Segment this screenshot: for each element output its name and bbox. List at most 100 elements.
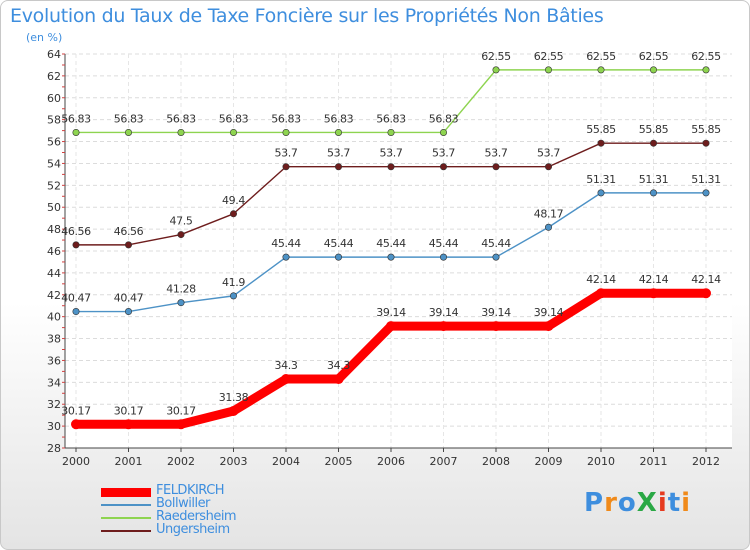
- data-label: 34.3: [327, 359, 350, 372]
- x-tick-label: 2002: [167, 455, 195, 468]
- data-label: 53.7: [485, 147, 508, 160]
- y-tick-label: 58: [47, 114, 61, 127]
- data-point: [702, 139, 710, 147]
- x-tick-label: 2009: [535, 455, 563, 468]
- data-point: [123, 419, 134, 430]
- data-point: [649, 139, 657, 147]
- data-label: 62.55: [481, 50, 511, 63]
- data-point: [492, 253, 500, 261]
- data-label: 56.83: [376, 112, 406, 125]
- data-label: 39.14: [376, 306, 406, 319]
- data-point: [334, 253, 342, 261]
- data-point: [544, 66, 552, 74]
- x-tick-label: 2007: [430, 455, 458, 468]
- y-tick-label: 30: [47, 420, 61, 433]
- logo-letter: o: [617, 488, 637, 518]
- y-unit-label: (en %): [26, 31, 63, 44]
- logo-letter: r: [604, 488, 618, 518]
- y-tick-label: 32: [47, 398, 61, 411]
- logo-letter: i: [657, 488, 668, 518]
- data-point: [439, 128, 447, 136]
- data-point: [702, 66, 710, 74]
- data-point: [597, 189, 605, 197]
- data-point: [177, 299, 185, 307]
- data-point: [701, 288, 711, 299]
- data-point: [230, 210, 238, 218]
- data-label: 49.4: [222, 194, 245, 207]
- data-label: 53.7: [275, 147, 298, 160]
- data-label: 51.31: [639, 173, 669, 186]
- data-label: 62.55: [534, 50, 564, 63]
- data-label: 62.55: [586, 50, 616, 63]
- data-label: 47.5: [170, 215, 193, 228]
- data-point: [387, 163, 395, 171]
- data-label: 48.17: [534, 207, 564, 220]
- data-point: [72, 128, 80, 136]
- y-tick-label: 48: [47, 223, 61, 236]
- data-label: 40.47: [114, 292, 144, 305]
- data-point: [282, 128, 290, 136]
- data-label: 39.14: [429, 306, 459, 319]
- data-label: 56.83: [429, 112, 459, 125]
- data-point: [648, 288, 659, 299]
- data-label: 42.14: [691, 273, 721, 286]
- data-point: [333, 374, 344, 385]
- data-label: 56.83: [61, 112, 91, 125]
- data-point: [125, 241, 133, 249]
- data-label: 62.55: [639, 50, 669, 63]
- y-tick-label: 38: [47, 333, 61, 346]
- y-tick-label: 52: [47, 179, 61, 192]
- data-label: 62.55: [691, 50, 721, 63]
- data-point: [230, 292, 238, 300]
- y-tick-label: 46: [47, 245, 61, 258]
- data-label: 45.44: [429, 237, 459, 250]
- data-point: [649, 66, 657, 74]
- data-label: 30.17: [61, 404, 91, 417]
- data-label: 51.31: [586, 173, 616, 186]
- data-label: 53.7: [537, 147, 560, 160]
- data-label: 45.44: [324, 237, 354, 250]
- data-label: 34.3: [275, 359, 298, 372]
- y-tick-label: 36: [47, 354, 61, 367]
- data-point: [491, 321, 501, 332]
- series-raedersheim: 56.83 56.83 56.83 56.83 56.83 56.83 56.83 56.83…: [61, 50, 722, 136]
- x-tick-label: 2005: [325, 455, 353, 468]
- data-label: 30.17: [166, 404, 196, 417]
- data-point: [228, 406, 239, 417]
- x-tick-label: 2010: [587, 455, 615, 468]
- x-tick-label: 2006: [377, 455, 405, 468]
- x-tick-label: 2000: [62, 455, 90, 468]
- data-point: [387, 253, 395, 261]
- x-tick-label: 2004: [272, 455, 300, 468]
- data-label: 56.83: [324, 112, 354, 125]
- data-label: 55.85: [691, 123, 721, 136]
- data-label: 46.56: [114, 225, 144, 238]
- y-tick-label: 44: [47, 267, 61, 280]
- data-point: [177, 231, 185, 239]
- data-point: [282, 163, 290, 171]
- data-label: 42.14: [586, 273, 616, 286]
- data-label: 41.9: [222, 276, 245, 289]
- y-tick-label: 64: [47, 48, 61, 61]
- data-point: [282, 253, 290, 261]
- data-label: 30.17: [114, 404, 144, 417]
- data-label: 56.83: [219, 112, 249, 125]
- data-point: [439, 163, 447, 171]
- data-point: [386, 321, 396, 332]
- data-point: [230, 128, 238, 136]
- legend-swatch: [101, 530, 151, 532]
- data-point: [438, 321, 449, 332]
- series-feldkirch: 30.17 30.17 30.17 31.38 34.3 34.3 39.14 39.14 39…: [61, 273, 722, 430]
- data-label: 45.44: [271, 237, 301, 250]
- logo-letter: X: [636, 488, 658, 518]
- data-point: [596, 288, 606, 299]
- x-tick-label: 2008: [482, 455, 510, 468]
- y-tick-label: 50: [47, 201, 61, 214]
- data-point: [177, 128, 185, 136]
- data-label: 53.7: [327, 147, 350, 160]
- y-tick-label: 60: [47, 92, 61, 105]
- y-tick-label: 42: [47, 289, 61, 302]
- legend-label: Bollwiller: [156, 496, 210, 511]
